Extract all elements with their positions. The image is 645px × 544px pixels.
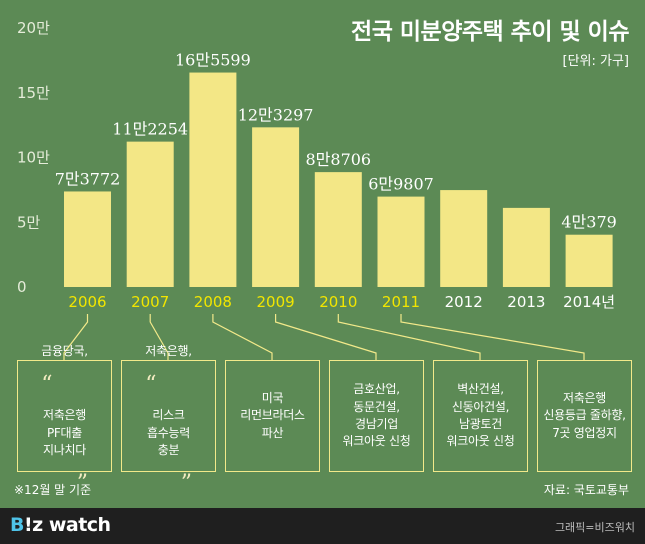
footnote: ※12월 말 기준: [14, 483, 92, 497]
issue-box-2008: 미국 리먼브라더스 파산: [225, 360, 320, 472]
issue-box-2011: 저축은행 신용등급 줄하향, 7곳 영업정지: [537, 360, 632, 472]
issue-box-2006: 금융당국, “ 저축은행 PF대출 지나치다 ”: [17, 344, 112, 494]
issue-text: 금호산업, 동문건설, 경남기업 워크아웃 신청: [342, 382, 411, 449]
data-label: 4만379: [561, 213, 616, 232]
issue-box-2009: 금호산업, 동문건설, 경남기업 워크아웃 신청: [329, 360, 424, 472]
x-tick-label: 2009: [257, 293, 295, 311]
connector-line: [212, 314, 273, 360]
source-note: 자료: 국토교통부: [543, 483, 629, 497]
issue-quote-text: 리스크 흡수능력 충분: [147, 408, 190, 458]
data-label: 12만3297: [238, 105, 314, 124]
bar-2010: [314, 172, 362, 287]
quote-close-icon: ”: [180, 470, 192, 496]
connector-line: [337, 314, 481, 360]
bar-2006: [64, 191, 111, 287]
bar-chart: 0 5만 10만 15만 20만 7만3772 2006 11만2254 2007 16만5599…: [17, 19, 617, 360]
y-tick-label: 10만: [17, 149, 50, 167]
x-tick-label: 2006: [68, 293, 106, 311]
issue-text: 미국 리먼브라더스 파산: [240, 390, 305, 440]
quote-close-icon: ”: [76, 470, 88, 496]
graphic-credit: 그래픽=비즈워치: [554, 521, 635, 534]
x-tick-label: 2013: [507, 293, 545, 311]
bar-2008: [189, 72, 237, 288]
x-tick-label: 2012: [445, 293, 483, 311]
y-tick-label: 0: [17, 278, 27, 296]
connector-line: [400, 314, 585, 360]
bar-2011: [377, 196, 425, 287]
x-tick-label: 2007: [131, 293, 169, 311]
data-label: 16만5599: [175, 51, 251, 70]
connector-line: [63, 314, 89, 360]
x-tick-label: 2008: [194, 293, 232, 311]
bar-2013: [502, 207, 550, 287]
connector-line: [149, 314, 169, 360]
chart-title: 전국 미분양주택 추이 및 이슈: [351, 19, 629, 45]
bar-2012: [440, 190, 488, 287]
issue-box-2010: 벽산건설, 신동아건설, 남광토건 워크아웃 신청: [433, 360, 528, 472]
connector-line: [275, 314, 377, 360]
data-label: 6만9807: [368, 175, 434, 194]
issue-text: 저축은행,: [145, 344, 192, 359]
bizwatch-logo: B!z watch: [10, 514, 111, 536]
unit-label: [단위: 가구]: [562, 54, 630, 69]
issue-text: 벽산건설, 신동아건설, 남광토건 워크아웃 신청: [446, 382, 515, 449]
x-tick-label: 2014년: [563, 293, 615, 311]
issue-box-2007: 저축은행, “ 리스크 흡수능력 충분 ”: [121, 344, 216, 494]
y-tick-label: 15만: [17, 84, 50, 102]
y-tick-label: 20만: [17, 19, 50, 37]
brand-bar: B!z watch 그래픽=비즈워치: [0, 508, 645, 544]
bar-2009: [252, 127, 300, 287]
issue-quote-text: 저축은행 PF대출 지나치다: [43, 408, 86, 458]
x-tick-label: 2011: [382, 293, 420, 311]
data-label: 7만3772: [55, 169, 121, 188]
quote-open-icon: “: [145, 371, 157, 397]
issue-text: 저축은행 신용등급 줄하향, 7곳 영업정지: [543, 390, 626, 440]
bar-2007: [126, 141, 174, 287]
y-tick-label: 5만: [17, 213, 41, 231]
data-label: 11만2254: [112, 120, 188, 139]
quote-open-icon: “: [41, 371, 53, 397]
x-tick-label: 2010: [319, 293, 357, 311]
bar-2014년: [565, 234, 613, 287]
issue-text: 금융당국,: [41, 344, 88, 359]
data-label: 8만8706: [305, 150, 371, 169]
